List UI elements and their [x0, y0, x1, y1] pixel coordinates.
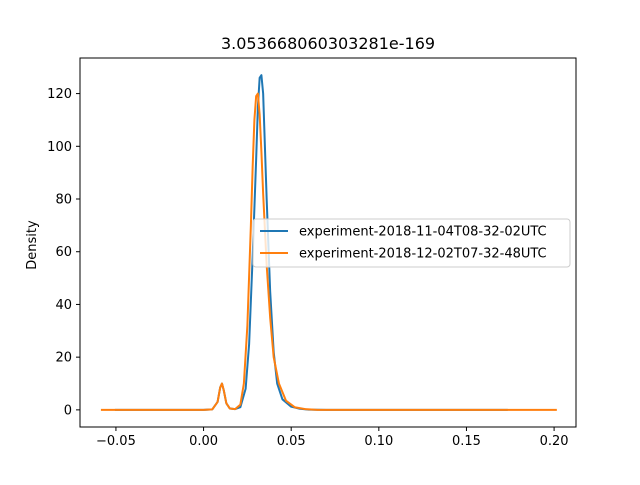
chart-title: 3.053668060303281e-169	[221, 34, 435, 53]
y-tick-label: 60	[55, 245, 72, 260]
x-tick-label: 0.20	[540, 434, 569, 449]
plot-area: −0.05 0.00 0.05 0.10 0.15 0.20 0 20 40 60 80 100 120…	[47, 57, 577, 449]
y-tick-label: 40	[55, 298, 72, 313]
axes-frame	[79, 57, 577, 428]
legend-label-1: experiment-2018-11-04T08-32-02UTC	[299, 225, 547, 240]
legend-box	[252, 218, 571, 268]
y-axis-label: Density	[25, 220, 40, 270]
series-line-2	[100, 92, 557, 411]
x-tick-label: 0.15	[452, 434, 481, 449]
y-tick-label: 120	[47, 87, 72, 102]
x-tick-label: 0.00	[189, 434, 218, 449]
x-tick-label: −0.05	[96, 434, 136, 449]
legend-label-2: experiment-2018-12-02T07-32-48UTC	[299, 247, 547, 262]
y-tick-label: 100	[47, 140, 72, 155]
x-tick-label: 0.05	[277, 434, 306, 449]
y-tick-label: 20	[55, 351, 72, 366]
y-tick-label: 0	[64, 403, 72, 418]
x-tick-label: 0.10	[364, 434, 393, 449]
y-tick-label: 80	[55, 193, 72, 208]
